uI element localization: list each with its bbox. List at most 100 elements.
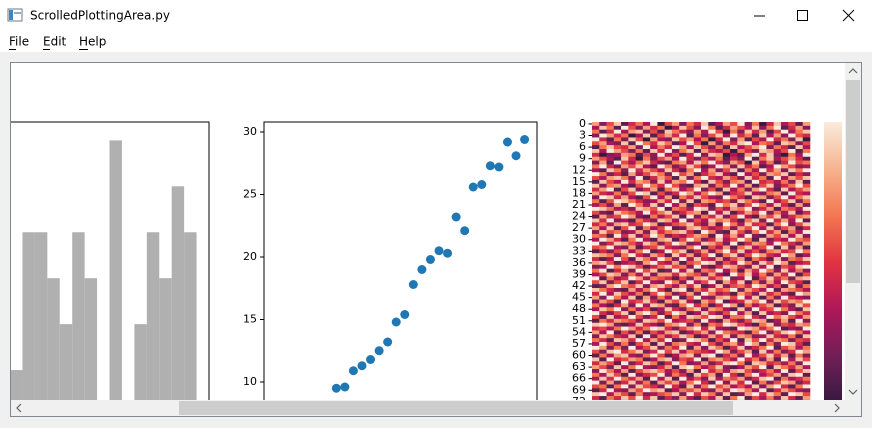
heatmap-cell xyxy=(657,137,665,142)
heatmap-cell xyxy=(686,141,695,146)
heatmap-cell xyxy=(628,392,636,397)
heatmap-cell xyxy=(751,141,760,146)
heatmap-cell xyxy=(664,334,673,339)
heatmap-cell xyxy=(795,369,804,374)
heatmap-cell xyxy=(650,399,658,400)
close-button[interactable] xyxy=(842,9,855,22)
heatmap-cell xyxy=(780,280,789,285)
heatmap-cell xyxy=(795,122,804,127)
heatmap-cell xyxy=(671,291,680,296)
heatmap-cell xyxy=(592,322,600,327)
heatmap-cell xyxy=(795,160,804,165)
heatmap-cell xyxy=(802,156,811,161)
heatmap-cell xyxy=(744,133,753,138)
heatmap-cell xyxy=(693,160,702,165)
heatmap-cell xyxy=(780,399,789,400)
heatmap-cell xyxy=(671,206,680,212)
heatmap-cell xyxy=(788,172,796,177)
heatmap-cell xyxy=(722,152,731,158)
heatmap-cell xyxy=(671,253,680,258)
heatmap-cell xyxy=(592,218,600,223)
heatmap-cell xyxy=(693,342,702,347)
heatmap-cell xyxy=(802,276,811,281)
heatmap-cell xyxy=(613,345,622,351)
heatmap-cell xyxy=(766,137,774,142)
scroll-down-arrow[interactable] xyxy=(848,389,858,395)
heatmap-cell xyxy=(635,396,644,400)
heatmap-cell xyxy=(657,399,665,400)
heatmap-cell xyxy=(795,307,804,312)
heatmap-cell xyxy=(701,280,709,285)
heatmap-cell xyxy=(701,133,709,138)
heatmap-cell xyxy=(679,380,687,385)
heatmap-cell xyxy=(802,376,811,381)
heatmap-cell xyxy=(606,210,615,215)
heatmap-cell xyxy=(650,384,658,389)
scatter-point xyxy=(340,382,350,392)
heatmap-cell xyxy=(642,237,651,242)
heatmap-cell xyxy=(730,280,738,285)
heatmap-cell xyxy=(751,156,760,161)
heatmap-cell xyxy=(599,206,607,212)
heatmap-cell xyxy=(606,253,615,258)
menu-item[interactable]: File xyxy=(9,35,29,49)
heatmap-cell xyxy=(802,326,811,331)
heatmap-cell xyxy=(606,272,615,277)
heatmap-cell xyxy=(708,326,716,331)
heatmap-cell xyxy=(693,257,702,262)
heatmap-cell xyxy=(657,210,665,215)
heatmap-cell xyxy=(744,338,753,343)
heatmap-cell xyxy=(766,152,774,158)
heatmap-cell xyxy=(592,380,600,385)
heatmap-cell xyxy=(650,233,658,239)
maximize-button[interactable] xyxy=(797,10,808,21)
heatmap-cell xyxy=(686,291,695,296)
scroll-left-arrow[interactable] xyxy=(16,403,22,413)
heatmap-cell xyxy=(773,230,782,235)
heatmap-cell xyxy=(708,152,716,158)
heatmap-cell xyxy=(642,357,651,362)
heatmap-cell xyxy=(650,164,658,169)
scroll-up-arrow[interactable] xyxy=(848,68,858,74)
heatmap-cell xyxy=(730,187,738,192)
heatmap-cell xyxy=(606,149,615,154)
heatmap-cell xyxy=(730,376,738,381)
heatmap-cell xyxy=(780,291,789,296)
menu-item[interactable]: Edit xyxy=(43,35,67,49)
heatmap-cell xyxy=(693,357,702,362)
heatmap-cell xyxy=(773,284,782,289)
heatmap-cell xyxy=(708,264,716,269)
heatmap-cell xyxy=(664,257,673,262)
heatmap-cell xyxy=(715,249,724,254)
heatmap-cell xyxy=(715,168,724,173)
heatmap-cell xyxy=(722,233,731,239)
heatmap-cell xyxy=(795,156,804,161)
heatmap-cell xyxy=(606,257,615,262)
heatmap-cell xyxy=(679,218,687,223)
heatmap-cell xyxy=(635,392,644,397)
scroll-right-arrow[interactable] xyxy=(834,403,840,413)
heatmap-cell xyxy=(701,372,709,378)
horizontal-scroll-thumb[interactable] xyxy=(179,401,733,415)
heatmap-cell xyxy=(592,237,600,242)
heatmap-cell xyxy=(708,168,716,173)
vertical-scroll-thumb[interactable] xyxy=(846,80,860,283)
heatmap-cell xyxy=(802,183,811,188)
heatmap-cell xyxy=(606,330,615,335)
heatmap-cell xyxy=(737,264,745,269)
menu-item[interactable]: Help xyxy=(79,35,106,49)
y-tick-label: 45 xyxy=(572,291,586,304)
heatmap-cell xyxy=(759,276,767,281)
heatmap-cell xyxy=(664,272,673,277)
heatmap-cell xyxy=(708,176,716,181)
heatmap-cell xyxy=(664,218,673,223)
heatmap-cell xyxy=(802,365,811,370)
heatmap-cell xyxy=(621,311,629,316)
heatmap-cell xyxy=(715,322,724,327)
heatmap-cell xyxy=(642,195,651,200)
heatmap-cell xyxy=(592,199,600,204)
heatmap-cell xyxy=(802,349,811,354)
heatmap-cell xyxy=(722,245,731,250)
heatmap-cell xyxy=(592,122,600,127)
heatmap-cell xyxy=(730,125,738,131)
